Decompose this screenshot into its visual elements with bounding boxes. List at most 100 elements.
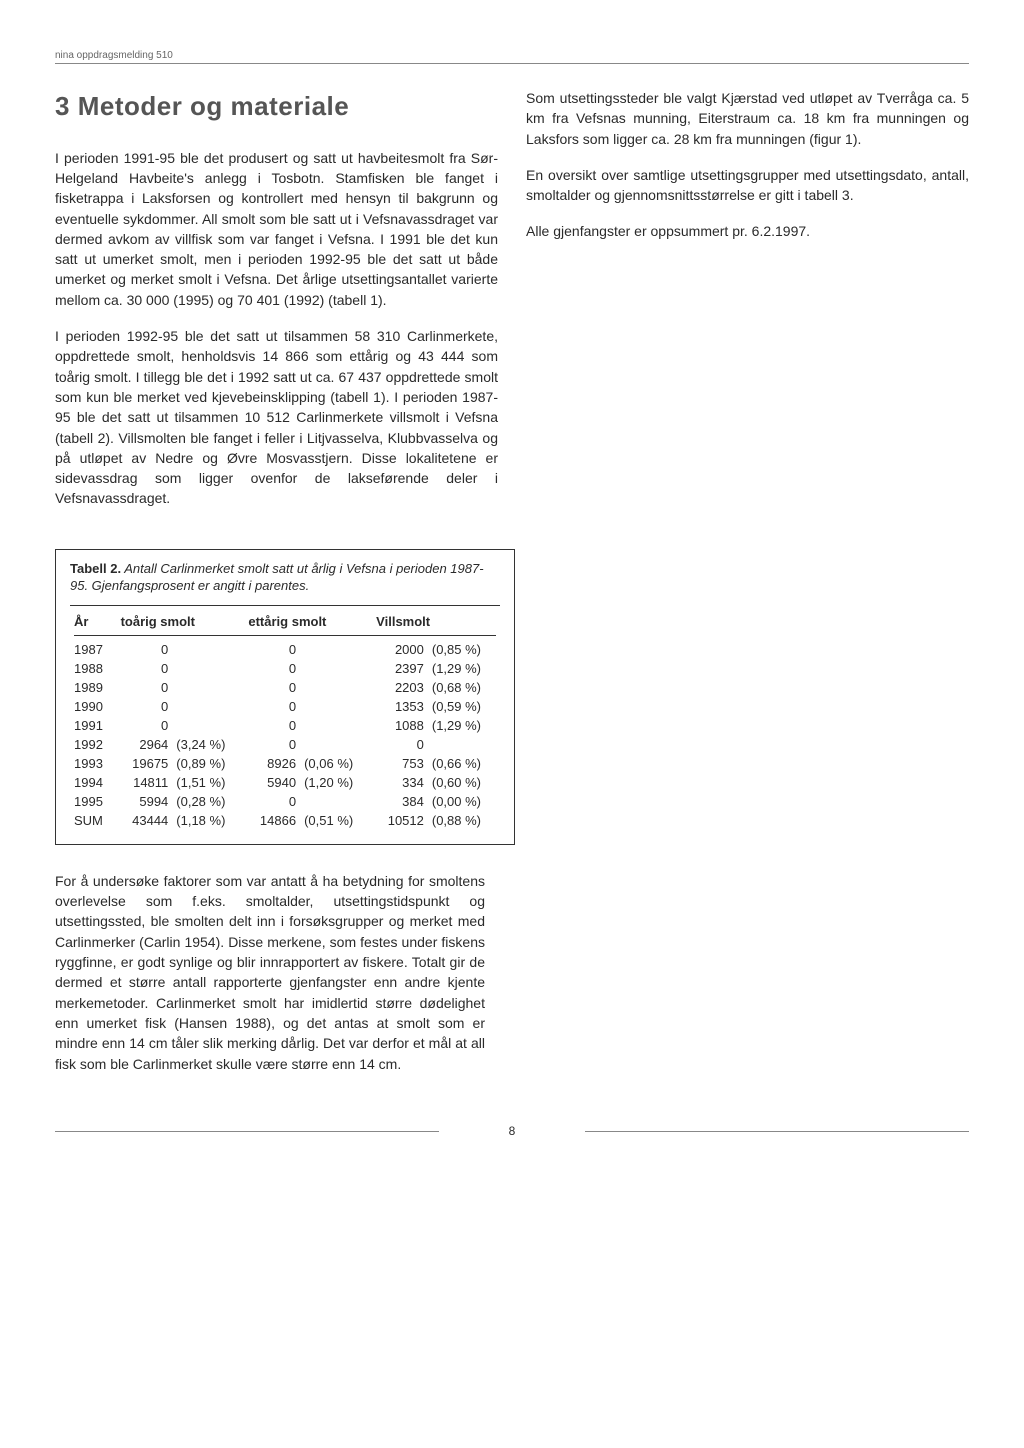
- table-cell: 1088: [372, 716, 428, 735]
- table-cell: 0: [244, 735, 300, 754]
- table-cell: 0: [117, 678, 173, 697]
- table-cell: (0,85 %): [428, 640, 500, 659]
- table-cell: 0: [117, 716, 173, 735]
- paragraph-right-1: Som utsettingssteder ble valgt Kjærstad …: [526, 88, 969, 149]
- table-row: 19922964(3,24 %)00: [70, 735, 500, 754]
- table-cell: [300, 640, 372, 659]
- footer-rule-right: [585, 1131, 969, 1132]
- table-cell: [428, 735, 500, 754]
- table-cell: 0: [244, 716, 300, 735]
- table-cell: [300, 697, 372, 716]
- table-cell: 1990: [70, 697, 117, 716]
- table-cell: 753: [372, 754, 428, 773]
- table-cell: [300, 792, 372, 811]
- table-cell: [172, 659, 244, 678]
- table-cell: (0,00 %): [428, 792, 500, 811]
- table-cell: 0: [244, 640, 300, 659]
- section-title-text: Metoder og materiale: [78, 91, 350, 121]
- table-cell: 0: [117, 659, 173, 678]
- table-cell: (0,88 %): [428, 811, 500, 830]
- table-cell: 0: [244, 678, 300, 697]
- table-cell: (1,18 %): [172, 811, 244, 830]
- right-column: Som utsettingssteder ble valgt Kjærstad …: [526, 88, 969, 525]
- page-number: 8: [501, 1124, 524, 1138]
- table-cell: 8926: [244, 754, 300, 773]
- table-row: 1989002203(0,68 %): [70, 678, 500, 697]
- table-cell: (1,29 %): [428, 716, 500, 735]
- bottom-paragraph: For å undersøke faktorer som var antatt …: [55, 871, 485, 1074]
- table-2: År toårig smolt ettårig smolt Villsmolt …: [70, 612, 500, 830]
- table-cell: [300, 735, 372, 754]
- section-number: 3: [55, 91, 70, 121]
- paragraph-right-2: En oversikt over samtlige utsettingsgrup…: [526, 165, 969, 206]
- table-cell: 0: [117, 640, 173, 659]
- table-cell: (1,20 %): [300, 773, 372, 792]
- table-cell: 2397: [372, 659, 428, 678]
- table-cell: 1993: [70, 754, 117, 773]
- table-cell: 0: [372, 735, 428, 754]
- table-header-row: År toårig smolt ettårig smolt Villsmolt: [70, 612, 500, 631]
- header-rule: [55, 63, 969, 64]
- table-label: Tabell 2.: [70, 561, 121, 576]
- table-row: 1987002000(0,85 %): [70, 640, 500, 659]
- paragraph-left-2: I perioden 1992-95 ble det satt ut tilsa…: [55, 326, 498, 509]
- table-cell: 1992: [70, 735, 117, 754]
- left-column: 3 Metoder og materiale I perioden 1991-9…: [55, 88, 498, 525]
- paragraph-left-1: I perioden 1991-95 ble det produsert og …: [55, 148, 498, 310]
- table-cell: 2964: [117, 735, 173, 754]
- table-cell: 1987: [70, 640, 117, 659]
- col-ettarig: ettårig smolt: [244, 612, 372, 631]
- table-cell: [172, 697, 244, 716]
- table-cell: (0,59 %): [428, 697, 500, 716]
- table-row: 1991001088(1,29 %): [70, 716, 500, 735]
- footer-rule-left: [55, 1131, 439, 1132]
- table-cell: 0: [244, 792, 300, 811]
- table-cell: 1995: [70, 792, 117, 811]
- table-cell: 19675: [117, 754, 173, 773]
- table-cell: (0,89 %): [172, 754, 244, 773]
- table-cell: 334: [372, 773, 428, 792]
- table-cell: [300, 716, 372, 735]
- section-heading: 3 Metoder og materiale: [55, 88, 498, 126]
- table-row: SUM43444(1,18 %)14866(0,51 %)10512(0,88 …: [70, 811, 500, 830]
- table-cell: [300, 678, 372, 697]
- table-cell: SUM: [70, 811, 117, 830]
- col-villsmolt: Villsmolt: [372, 612, 500, 631]
- series-header: nina oppdragsmelding 510: [55, 50, 969, 61]
- page-footer: 8: [55, 1124, 969, 1138]
- col-year: År: [70, 612, 117, 631]
- table-cell: 1988: [70, 659, 117, 678]
- table-row: 1990001353(0,59 %): [70, 697, 500, 716]
- table-cell: (0,66 %): [428, 754, 500, 773]
- table-cell: (0,28 %): [172, 792, 244, 811]
- table-cell: 2203: [372, 678, 428, 697]
- table-row: 19955994(0,28 %)0 384(0,00 %): [70, 792, 500, 811]
- table-cell: (1,51 %): [172, 773, 244, 792]
- table-cell: 2000: [372, 640, 428, 659]
- table-cell: (1,29 %): [428, 659, 500, 678]
- table-cell: 5994: [117, 792, 173, 811]
- table-cell: 5940: [244, 773, 300, 792]
- table-cell: 10512: [372, 811, 428, 830]
- table-cell: 0: [244, 697, 300, 716]
- table-cell: 14811: [117, 773, 173, 792]
- table-cell: 1994: [70, 773, 117, 792]
- table-cell: (0,60 %): [428, 773, 500, 792]
- col-toarig: toårig smolt: [117, 612, 245, 631]
- paragraph-right-3: Alle gjenfangster er oppsummert pr. 6.2.…: [526, 221, 969, 241]
- table-cell: (0,68 %): [428, 678, 500, 697]
- table-row: 1988002397(1,29 %): [70, 659, 500, 678]
- table-cell: (3,24 %): [172, 735, 244, 754]
- table-cell: [172, 716, 244, 735]
- table-cell: 1353: [372, 697, 428, 716]
- table-cell: 384: [372, 792, 428, 811]
- table-cell: 14866: [244, 811, 300, 830]
- table-cell: [300, 659, 372, 678]
- table-cell: 1991: [70, 716, 117, 735]
- table-top-rule: [70, 605, 500, 606]
- table-cell: (0,06 %): [300, 754, 372, 773]
- table-cell: [172, 640, 244, 659]
- table-caption: Tabell 2. Antall Carlinmerket smolt satt…: [70, 560, 500, 595]
- table-cell: (0,51 %): [300, 811, 372, 830]
- table-cell: [172, 678, 244, 697]
